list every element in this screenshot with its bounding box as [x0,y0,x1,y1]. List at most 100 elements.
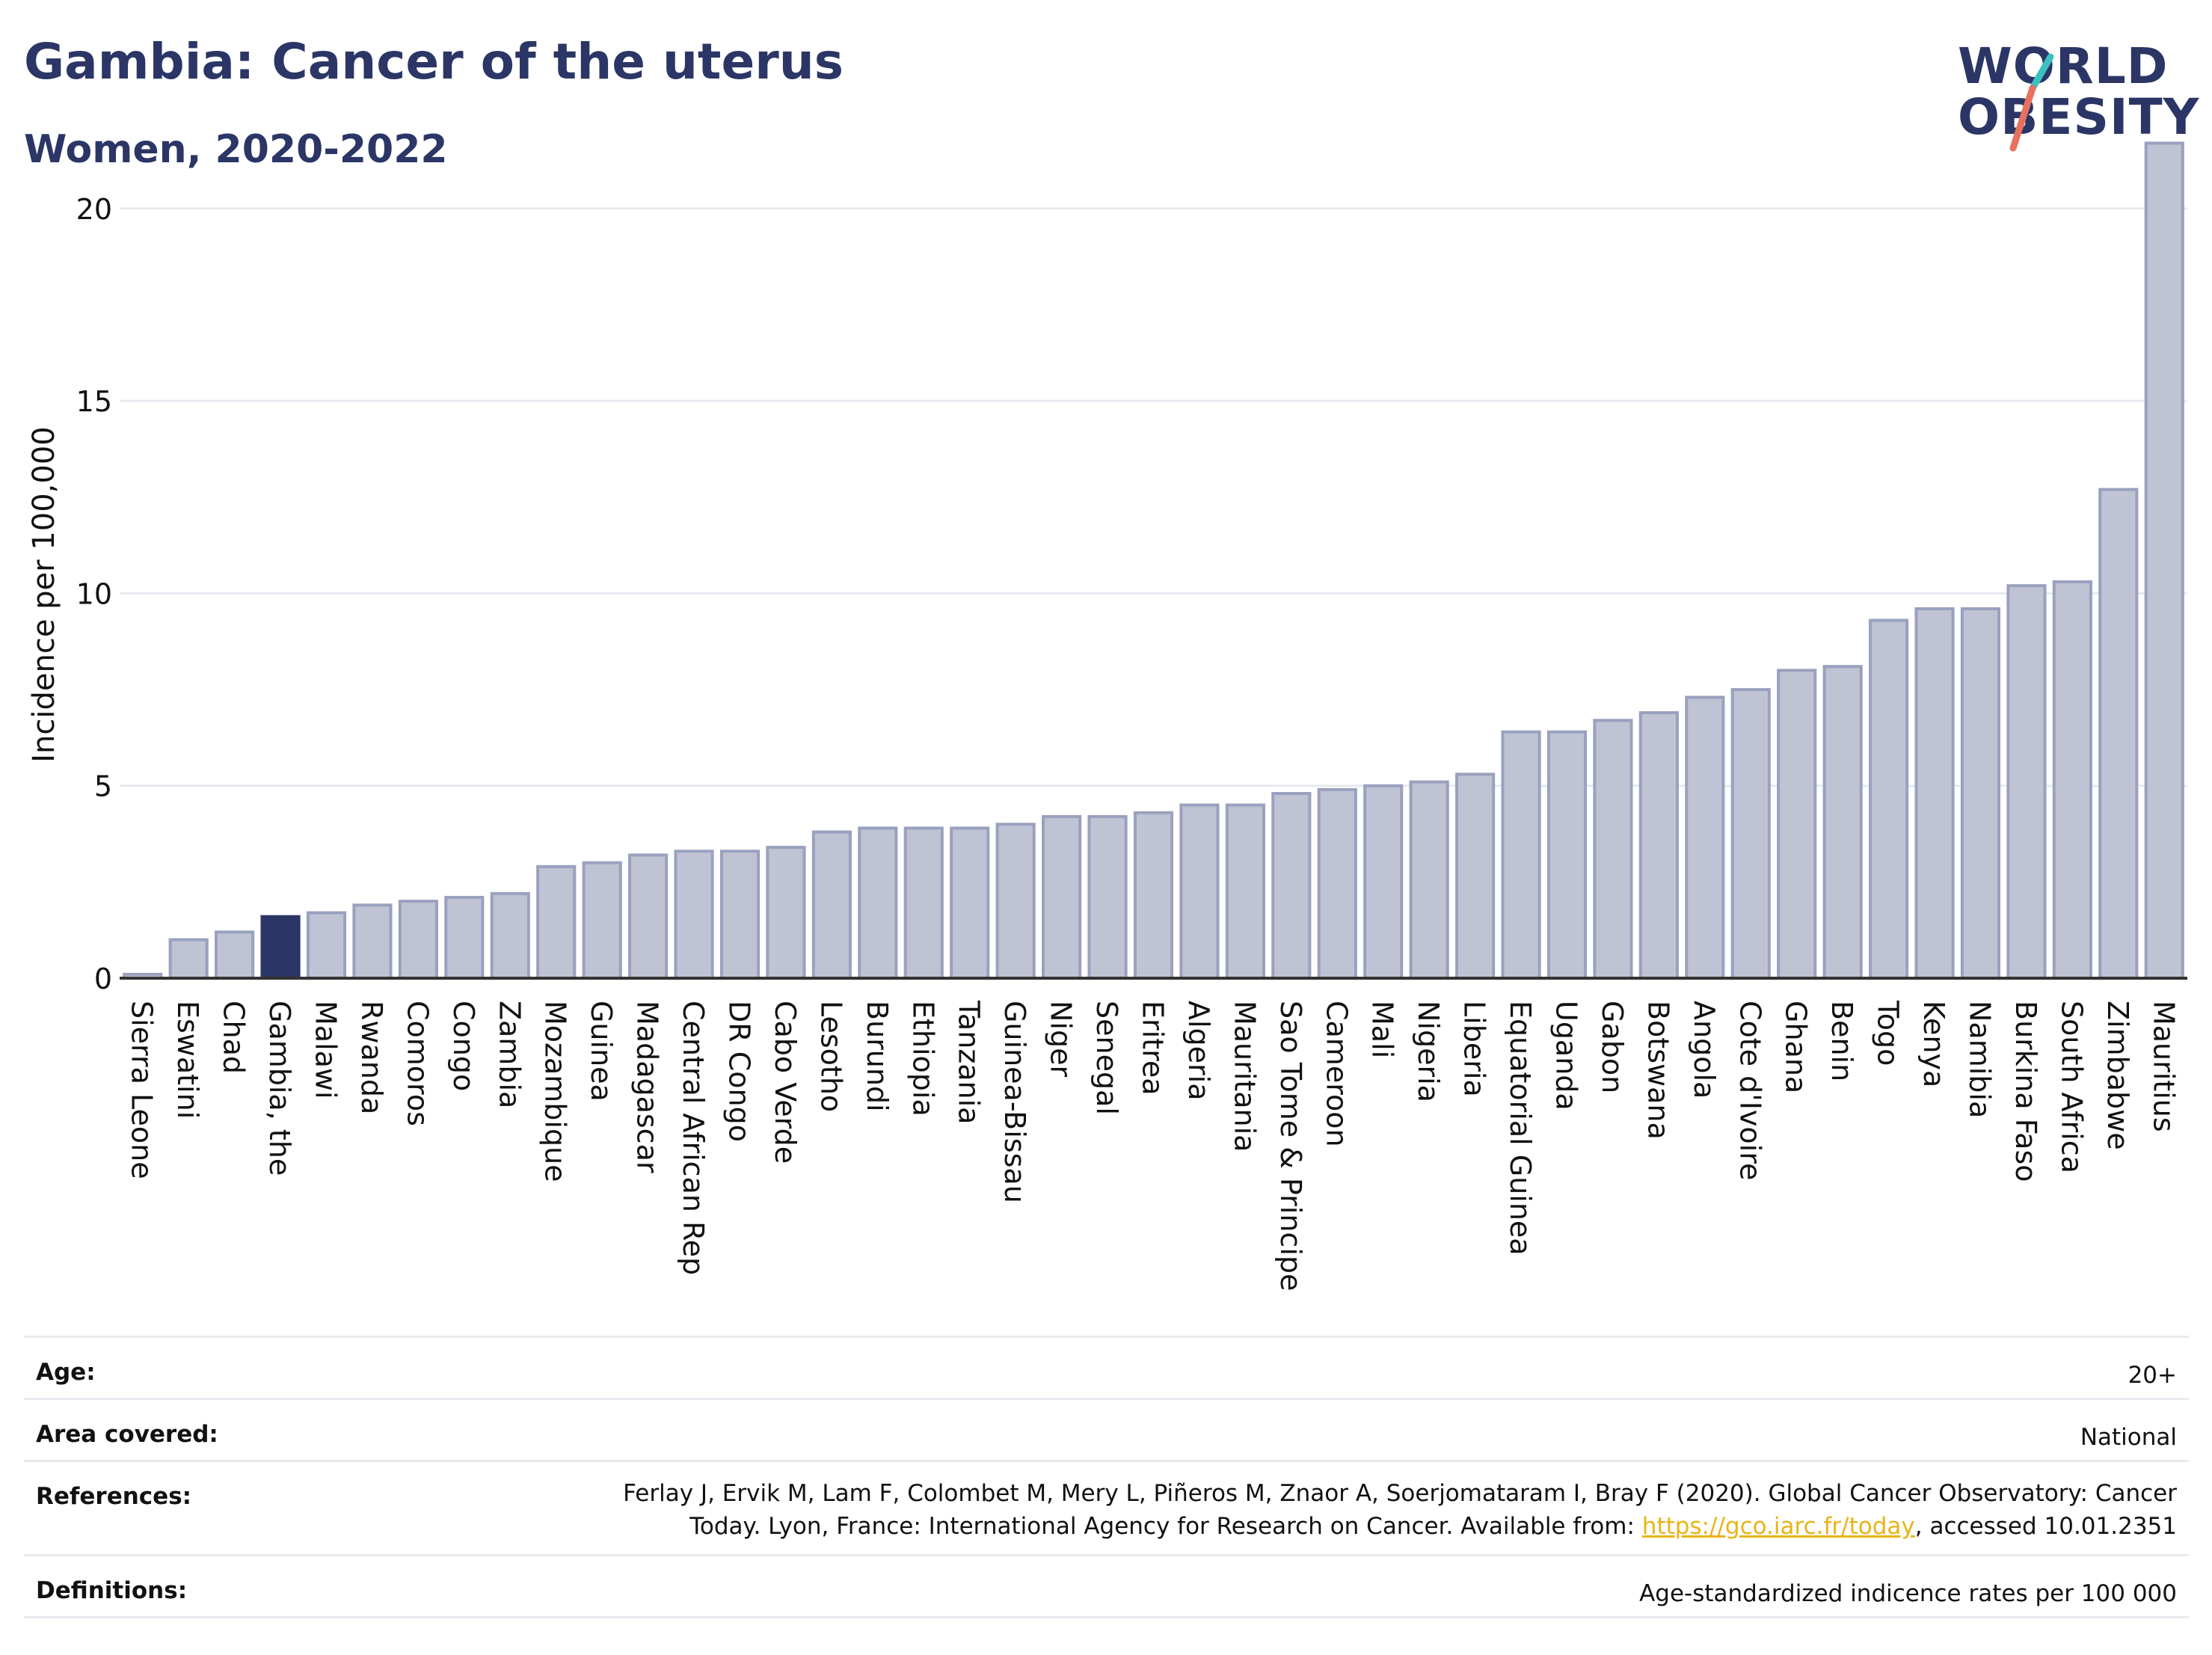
x-tick-label: Botswana [1641,1001,1674,1140]
logo-line-2: OBESITY [1958,88,2200,146]
x-tick-label: Malawi [310,1001,342,1099]
x-tick-label: Niger [1045,1001,1078,1077]
y-axis-label: Incidence per 100,000 [27,426,61,763]
bar [1638,710,1679,980]
bar [1087,814,1128,980]
bar [1317,787,1357,980]
x-tick-label: Guinea-Bissau [998,1001,1031,1203]
x-tick-label: Cabo Verde [769,1001,802,1164]
x-tick-label: Tanzania [953,1000,986,1124]
chart-subtitle: Women, 2020-2022 [24,127,448,172]
definitions-row: Definitions: Age-standardized indicence … [24,1554,2189,1618]
y-tick-label: 0 [94,962,112,995]
x-tick-label: Benin [1825,1001,1858,1081]
bar-highlighted [260,915,301,980]
bar [398,900,438,980]
age-value: 20+ [2127,1362,2177,1389]
x-tick-label: Algeria [1182,1001,1215,1101]
bar [719,850,761,980]
bar [2098,488,2139,980]
x-tick-label: Lesotho [814,1001,847,1112]
y-tick-label: 10 [76,577,112,610]
x-tick-label: Congo [447,1001,480,1091]
bar [1455,773,1496,980]
bar [1960,607,2001,980]
x-tick-label: Mozambique [539,1001,572,1182]
x-tick-label: Gambia, the [263,1001,296,1176]
x-tick-label: Namibia [1964,1001,1997,1118]
world-obesity-logo: WORLD OBESITY [1944,30,2199,165]
references-suffix: , accessed 10.01.2351 [1914,1513,2177,1540]
x-tick-label: Central African Rep [677,1001,710,1275]
bar [766,846,806,980]
bar [1042,814,1082,980]
bar [1271,792,1312,980]
bar [628,853,669,980]
bar [674,850,714,980]
bar [1869,618,1909,980]
x-tick-label: Zimbabwe [2101,1001,2134,1150]
details-table: Age: 20+ Area covered: National Referenc… [24,1336,2189,1618]
area-row: Area covered: National [24,1398,2189,1460]
bar [2144,141,2184,980]
bar [950,826,990,980]
x-tick-label: Sierra Leone [126,1001,159,1179]
age-label: Age: [36,1359,96,1386]
x-tick-label: Ghana [1780,1001,1813,1093]
references-label: References: [36,1483,192,1510]
y-tick-label: 5 [94,770,112,803]
bar [1914,607,1955,980]
bar [490,891,530,980]
bar [352,903,393,980]
references-value: Ferlay J, Ervik M, Lam F, Colombet M, Me… [606,1477,2177,1543]
x-tick-label: Cameroon [1320,1001,1353,1147]
definitions-value: Age-standardized indicence rates per 100… [1639,1580,2177,1607]
x-tick-label: Mali [1366,1001,1399,1058]
x-tick-label: Senegal [1090,1001,1123,1115]
bar [2052,580,2092,980]
x-tick-label: DR Congo [723,1001,756,1142]
x-tick-label: Zambia [493,1001,526,1108]
x-tick-label: Guinea [585,1001,618,1102]
bar [858,826,898,980]
x-tick-label: Comoros [401,1001,434,1126]
x-tick-label: Liberia [1458,1001,1491,1097]
y-tick-label: 20 [76,193,112,226]
x-tick-label: Nigeria [1412,1001,1445,1102]
area-label: Area covered: [36,1421,218,1448]
bar [1685,696,1725,980]
bar [1730,688,1771,980]
area-value: National [2080,1424,2177,1451]
x-tick-label: Uganda [1550,1001,1583,1111]
y-tick-label: 15 [76,385,112,418]
bar [811,830,852,980]
references-link[interactable]: https://gco.iarc.fr/today [1641,1513,1915,1540]
bar [1409,780,1449,980]
x-tick-label: Eritrea [1137,1001,1170,1096]
x-tick-label: Rwanda [355,1001,388,1114]
x-tick-label: Sao Tome & Principe [1274,1001,1307,1291]
bar [444,895,485,980]
bar [1501,730,1541,980]
tick-labels: 0 5 10 15 20 Sierra Leone Eswatini Chad Gambia, … [76,193,2181,1291]
x-tick-label: Cote d'Ivoire [1733,1001,1766,1180]
bar-chart: 0 5 10 15 20 Sierra Leone Eswatini Chad Gambia, … [27,141,2187,1291]
bar [1593,719,1633,980]
x-tick-label: Equatorial Guinea [1504,1001,1537,1256]
x-tick-label: Eswatini [171,1001,204,1119]
bar [1225,803,1265,980]
bar [1133,811,1174,980]
bar [2006,584,2047,980]
bar [306,911,347,980]
x-tick-label: Ethiopia [906,1001,939,1117]
x-tick-label: Burundi [861,1001,894,1112]
references-row: References: Ferlay J, Ervik M, Lam F, Co… [24,1460,2189,1554]
chart-title: Gambia: Cancer of the uterus [24,33,844,90]
x-tick-label: South Africa [2055,1001,2088,1173]
bar [1363,784,1404,980]
references-text: Ferlay J, Ervik M, Lam F, Colombet M, Me… [623,1480,2177,1540]
x-tick-label: Mauritius [2147,1001,2180,1132]
bars [123,141,2184,980]
bar [903,826,944,980]
x-tick-label: Togo [1872,1000,1905,1066]
